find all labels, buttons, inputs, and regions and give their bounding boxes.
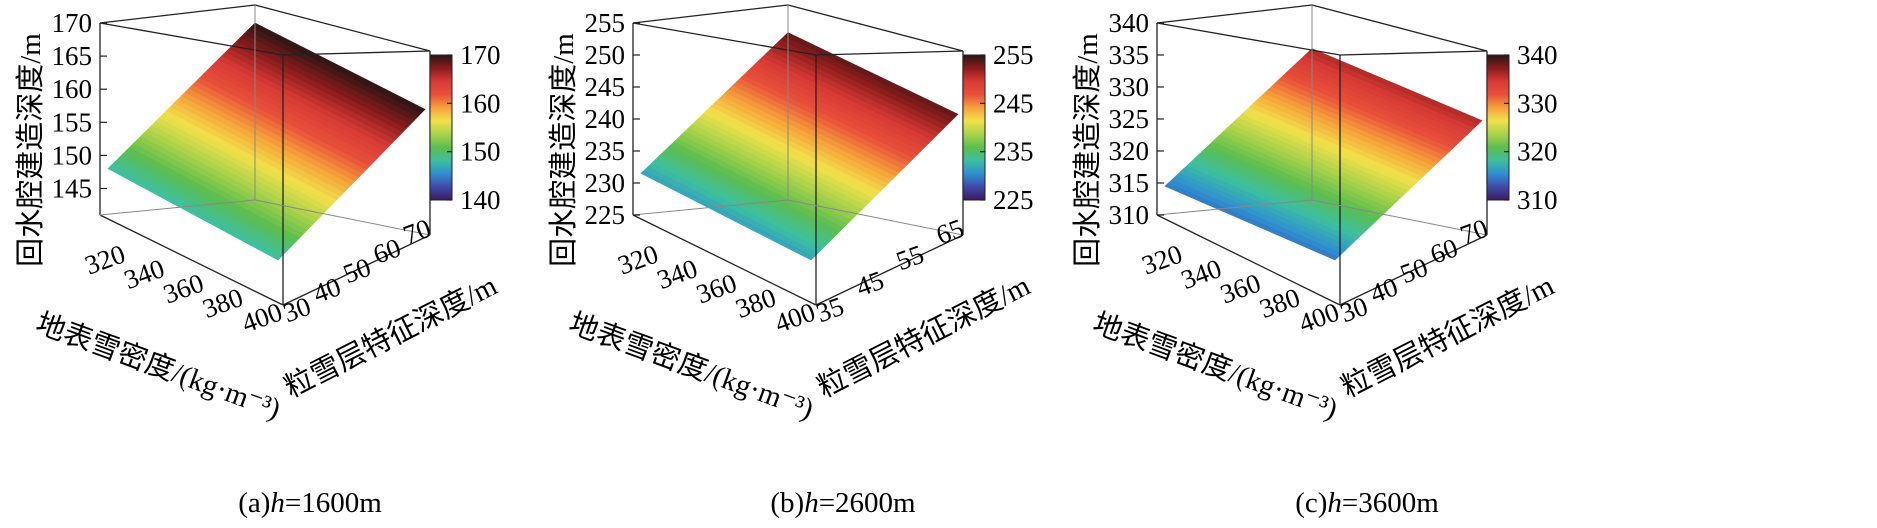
z-tick-label: 230	[585, 168, 626, 198]
box-edge	[1339, 234, 1488, 306]
z-tick-label: 335	[1109, 40, 1150, 70]
z-tick-label: 235	[585, 136, 626, 166]
box-edge	[282, 234, 431, 306]
box-edge	[282, 50, 431, 56]
box-edge	[1156, 214, 1341, 306]
z-tick-label: 315	[1109, 168, 1150, 198]
colorbar-b: 225 235 245 255	[962, 40, 1034, 215]
colorbar-tick-label: 310	[1517, 185, 1558, 215]
box-edge	[99, 22, 284, 56]
colorbar-tick-label: 235	[993, 137, 1034, 167]
z-tick-label: 255	[585, 8, 626, 38]
z-tick-label: 250	[585, 40, 626, 70]
z-axis-label-c: 回水腔建造深度/m	[1071, 33, 1104, 267]
box-edge	[815, 50, 964, 56]
y-tick-label: 50	[339, 252, 375, 289]
box-edge-back	[99, 199, 256, 216]
z-tick-label: 170	[52, 8, 93, 38]
colorbar-gradient	[1486, 54, 1510, 201]
box-edge	[632, 22, 817, 56]
colorbar-gradient	[429, 54, 453, 201]
z-axis-label-a: 回水腔建造深度/m	[14, 33, 47, 267]
box-edge	[1156, 4, 1313, 24]
y-tick-label: 55	[892, 239, 928, 276]
surface-b	[640, 32, 959, 261]
box-edge	[254, 4, 431, 52]
caption-c: (c)h=3600m	[1295, 487, 1439, 519]
surface-a	[107, 22, 426, 261]
z-tick-label: 145	[52, 174, 93, 204]
y-axis-label-b: 粒雪层特征深度/m	[812, 269, 1036, 405]
colorbar-tick-label: 255	[993, 40, 1034, 70]
box-edge-back	[632, 199, 789, 216]
z-tick-label: 310	[1109, 200, 1150, 230]
z-tick-label: 320	[1109, 136, 1150, 166]
colorbar-tick-label: 150	[460, 137, 501, 167]
caption-b: (b)h=2600m	[770, 487, 916, 519]
z-tick-label: 330	[1109, 72, 1150, 102]
colorbar-tick-label: 170	[460, 40, 501, 70]
z-axis-label-b: 回水腔建造深度/m	[547, 33, 580, 267]
y-tick-label: 45	[852, 265, 888, 302]
colorbar-tick-label: 225	[993, 185, 1034, 215]
colorbar-gradient	[962, 54, 986, 201]
box-edge	[632, 214, 817, 306]
box-edge-back	[1311, 199, 1488, 236]
z-tick-label: 150	[52, 140, 93, 170]
colorbar-tick-label: 140	[460, 185, 501, 215]
colorbar-a: 140 150 160 170	[429, 40, 501, 215]
colorbar-c: 310 320 330 340	[1486, 40, 1558, 215]
surface-c	[1164, 48, 1483, 261]
z-tick-label: 245	[585, 72, 626, 102]
y-tick-label: 60	[1426, 232, 1462, 269]
box-edge	[1311, 4, 1488, 52]
colorbar-tick-label: 245	[993, 88, 1034, 118]
colorbar-tick-label: 330	[1517, 88, 1558, 118]
axes-box-a	[99, 4, 431, 306]
z-tick-label: 155	[52, 107, 93, 137]
box-edge-back	[787, 199, 964, 236]
box-edge	[1339, 50, 1488, 56]
colorbar-tick-label: 340	[1517, 40, 1558, 70]
surface-band	[783, 32, 959, 119]
z-tick-label: 240	[585, 104, 626, 134]
surface-band	[250, 22, 426, 114]
colorbar-tick-label: 160	[460, 88, 501, 118]
box-edge	[787, 4, 964, 52]
y-tick-label: 50	[1396, 252, 1432, 289]
y-tick-label: 40	[1366, 271, 1402, 308]
box-edge	[99, 4, 256, 24]
z-tick-label: 225	[585, 200, 626, 230]
box-edge	[1156, 22, 1341, 56]
caption-a: (a)h=1600m	[238, 487, 382, 519]
box-edge	[815, 234, 964, 306]
y-tick-label: 60	[369, 232, 405, 269]
z-tick-label: 325	[1109, 104, 1150, 134]
colorbar-tick-label: 320	[1517, 137, 1558, 167]
z-tick-label: 160	[52, 74, 93, 104]
z-tick-label: 165	[52, 41, 93, 71]
z-tick-label: 340	[1109, 8, 1150, 38]
box-edge	[632, 4, 789, 24]
box-edge-back	[254, 199, 431, 236]
box-edge	[99, 214, 284, 306]
y-tick-label: 40	[309, 271, 345, 308]
box-edge-back	[1156, 199, 1313, 216]
